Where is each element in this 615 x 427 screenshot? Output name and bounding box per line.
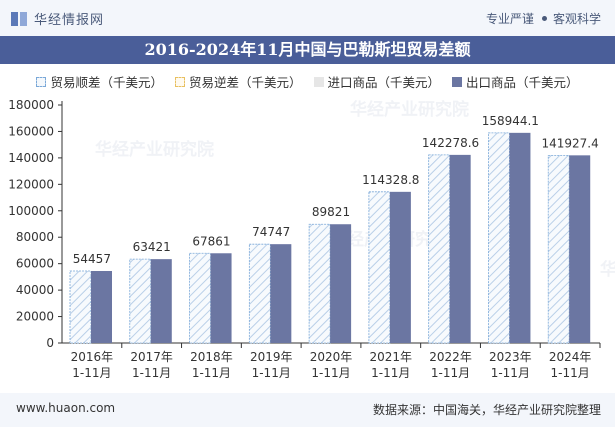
bar-export [389, 191, 411, 343]
x-tick-label: 1-11月 [491, 366, 530, 380]
brand-name: 华经情报网 [34, 13, 105, 28]
axes: 0 20000 40000 60000 80000 100000 120000 140000 1… [8, 98, 601, 380]
bar-surplus [69, 270, 92, 344]
bar-surplus [547, 154, 570, 344]
bar-surplus [129, 258, 152, 344]
legend-swatch-deficit [174, 76, 185, 87]
watermark-text: 华经产业研究院 [95, 139, 214, 160]
legend-item-export[interactable]: 出口商品（千美元） [452, 72, 579, 91]
brand-logo[interactable]: 华经情报网 [10, 9, 104, 28]
bar-surplus [428, 154, 451, 344]
x-tick-label: 2016年 [71, 350, 114, 364]
data-label: 67861 [192, 234, 230, 248]
watermark-text: 华经产业研究院 [600, 259, 615, 280]
x-tick-label: 2019年 [250, 350, 293, 364]
legend-swatch-surplus [36, 76, 47, 87]
data-label: 74747 [252, 225, 290, 239]
y-tick-label: 180000 [8, 98, 54, 112]
x-tick-label: 1-11月 [132, 366, 171, 380]
bar-export [509, 132, 531, 343]
watermark-text: 华经产业研究院 [350, 99, 469, 120]
chart-title: 2016-2024年11月中国与巴勒斯坦贸易差额 [0, 36, 615, 64]
watermark-layer: 华经产业研究院华经产业研究院华经产业研究院华经产业研究院 [95, 99, 615, 280]
bar-surplus [189, 252, 211, 344]
x-tick-label: 2023年 [489, 350, 532, 364]
tagline-left: 专业严谨 [485, 12, 534, 26]
y-tick-label: 160000 [8, 124, 54, 138]
y-tick-label: 140000 [8, 151, 54, 165]
value-labels: 54457 63421 67861 74747 89821 114328.8 142278.… [73, 114, 599, 266]
x-tick-label: 1-11月 [550, 366, 589, 380]
bar-surplus [368, 191, 391, 344]
bar-export [150, 259, 172, 343]
legend-item-import[interactable]: 进口商品（千美元） [313, 72, 441, 91]
data-label: 114328.8 [362, 173, 419, 187]
legend-item-surplus[interactable]: 贸易顺差（千美元） [36, 72, 163, 91]
bar-surplus [308, 223, 331, 344]
bars [69, 132, 591, 344]
x-tick-label: 2024年 [549, 350, 592, 364]
x-tick-label: 2022年 [429, 350, 472, 364]
bar-export [270, 244, 292, 343]
bar-export [91, 270, 112, 343]
y-tick-label: 40000 [16, 283, 54, 297]
x-tick-label: 2018年 [190, 350, 233, 364]
y-tick-label: 0 [46, 336, 54, 350]
x-tick-label: 1-11月 [371, 366, 410, 380]
x-tick-label: 1-11月 [72, 366, 111, 380]
x-tick-label: 1-11月 [311, 366, 350, 380]
legend-item-deficit[interactable]: 贸易逆差（千美元） [174, 72, 302, 91]
footer-url[interactable]: www.huaon.com [16, 401, 116, 415]
y-tick-label: 120000 [8, 177, 54, 191]
y-tick-label: 100000 [8, 204, 54, 218]
x-tick-label: 1-11月 [252, 366, 291, 380]
legend-swatch-export [452, 76, 463, 87]
footer-source: 数据来源：中国海关，华经产业研究院整理 [372, 403, 601, 417]
top-banner: 华经情报网 专业严谨 客观科学 [0, 0, 615, 36]
brand-logo-icon [11, 11, 27, 26]
x-tick-label: 2017年 [130, 350, 173, 364]
legend-label-export: 出口商品（千美元） [466, 75, 579, 90]
x-tick-label: 1-11月 [431, 366, 470, 380]
y-tick-label: 20000 [16, 310, 54, 324]
x-tick-label: 1-11月 [192, 366, 231, 380]
chart-legend: 贸易顺差（千美元） 贸易逆差（千美元） 进口商品（千美元） 出口商品（千美元） [0, 72, 615, 91]
y-tick-label: 60000 [16, 257, 54, 271]
x-tick-label: 2020年 [310, 350, 353, 364]
data-label: 141927.4 [541, 136, 598, 150]
bullet-icon [541, 16, 547, 21]
bar-chart: 华经产业研究院华经产业研究院华经产业研究院华经产业研究院 02000040000… [8, 98, 615, 380]
tagline-right: 客观科学 [552, 12, 601, 26]
legend-swatch-import [313, 76, 324, 87]
bar-surplus [488, 132, 510, 344]
legend-label-deficit: 贸易逆差（千美元） [188, 75, 302, 90]
data-label: 158944.1 [482, 114, 539, 128]
y-tick-label: 80000 [16, 230, 54, 244]
data-label: 63421 [133, 240, 171, 254]
legend-label-surplus: 贸易顺差（千美元） [50, 75, 163, 90]
bar-export [449, 154, 471, 343]
data-label: 54457 [73, 252, 111, 266]
footer: www.huaon.com 数据来源：中国海关，华经产业研究院整理 [0, 393, 615, 427]
legend-label-import: 进口商品（千美元） [327, 75, 441, 90]
data-label: 142278.6 [422, 136, 479, 150]
tagline: 专业严谨 客观科学 [486, 10, 601, 27]
x-tick-label: 2021年 [370, 350, 413, 364]
data-label: 89821 [312, 205, 350, 219]
bar-export [330, 224, 352, 343]
bar-surplus [248, 243, 271, 344]
bar-export [210, 253, 232, 343]
bar-export [569, 155, 591, 343]
